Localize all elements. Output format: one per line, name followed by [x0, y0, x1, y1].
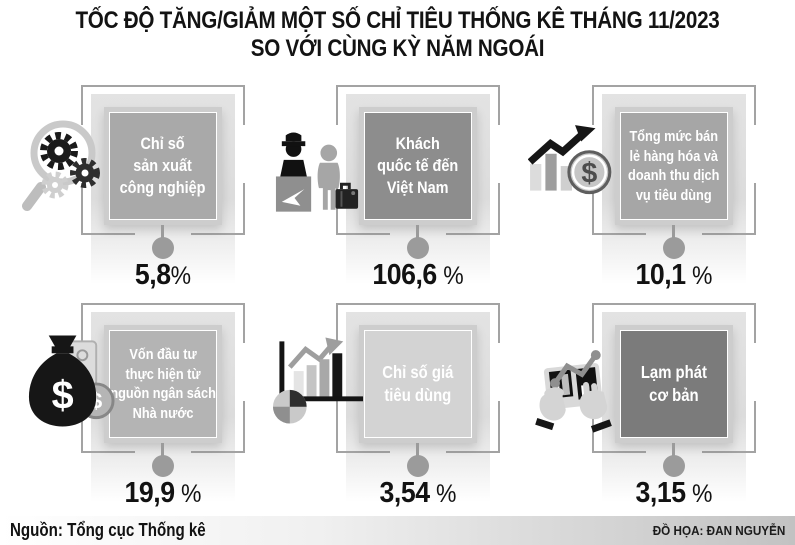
- percent-unit: %: [685, 262, 713, 290]
- connector-dot: [663, 237, 685, 259]
- magnifier-gears-icon: [21, 113, 113, 213]
- connector-stem: [161, 443, 164, 457]
- connector-stem: [416, 225, 419, 239]
- percent-unit: %: [429, 480, 457, 508]
- value-number: 19,9: [124, 477, 176, 509]
- percent-unit: %: [436, 262, 464, 290]
- connector-dot: [152, 237, 174, 259]
- tablet-chart-icon: [534, 339, 618, 441]
- card-box: Chỉ số giá tiêu dùng: [359, 325, 477, 443]
- immigration-officer-icon: [274, 127, 362, 221]
- value-number: 3,54: [379, 477, 431, 509]
- stat-card-retail-sales: Tổng mức bán lẻ hàng hóa và doanh thu dị…: [528, 85, 756, 297]
- title-line-1: TỐC ĐỘ TĂNG/GIẢM MỘT SỐ CHỈ TIÊU THỐNG K…: [75, 7, 720, 34]
- bracket-frame: [336, 303, 500, 453]
- card-value: 3,54 %: [343, 477, 494, 510]
- connector-dot: [407, 237, 429, 259]
- card-value: 10,1 %: [599, 259, 750, 292]
- card-box: Lạm phát cơ bản: [615, 325, 733, 443]
- percent-unit: %: [685, 480, 713, 508]
- footer-bar: Nguồn: Tổng cục Thống kê ĐỒ HỌA: ĐAN NGU…: [0, 516, 795, 545]
- card-label: Vốn đầu tư thực hiện từ nguồn ngân sách …: [110, 346, 216, 422]
- percent-unit: %: [174, 480, 202, 508]
- connector-dot: [152, 455, 174, 477]
- connector-dot: [407, 455, 429, 477]
- card-value: 19,9 %: [88, 477, 239, 510]
- bracket-frame: [592, 85, 756, 235]
- page-title: TỐC ĐỘ TĂNG/GIẢM MỘT SỐ CHỈ TIÊU THỐNG K…: [0, 7, 795, 63]
- card-label: Chỉ số sản xuất công nghiệp: [120, 133, 206, 198]
- card-box: Chỉ số sản xuất công nghiệp: [104, 107, 222, 225]
- connector-stem: [161, 225, 164, 239]
- card-label: Chỉ số giá tiêu dùng: [382, 362, 454, 405]
- graphics-credit: ĐỒ HỌA: ĐAN NGUYỄN: [652, 523, 785, 538]
- card-label: Khách quốc tế đến Việt Nam: [377, 133, 459, 198]
- stat-card-consumer-price-index: Chỉ số giá tiêu dùng 3,54 %: [272, 303, 500, 515]
- stat-card-international-visitors: Khách quốc tế đến Việt Nam 106,6 %: [275, 85, 500, 297]
- card-box: Khách quốc tế đến Việt Nam: [359, 107, 477, 225]
- retail-growth-icon: $: [528, 123, 618, 205]
- card-box: Vốn đầu tư thực hiện từ nguồn ngân sách …: [104, 325, 222, 443]
- stat-card-industrial-production: Chỉ số sản xuất công nghiệp 5,8%: [22, 85, 245, 297]
- value-number: 3,15: [635, 477, 687, 509]
- connector-stem: [672, 443, 675, 457]
- svg-text:$: $: [581, 157, 597, 189]
- card-box: Tổng mức bán lẻ hàng hóa và doanh thu dị…: [615, 107, 733, 225]
- card-label: Tổng mức bán lẻ hàng hóa và doanh thu dị…: [628, 128, 720, 204]
- bracket-frame: [81, 303, 245, 453]
- card-label: Lạm phát cơ bản: [640, 362, 708, 405]
- card-value: 106,6 %: [343, 259, 494, 292]
- card-value: 5,8%: [88, 259, 239, 292]
- connector-stem: [672, 225, 675, 239]
- bracket-frame: [81, 85, 245, 235]
- stat-card-core-inflation: Lạm phát cơ bản 3,15 %: [535, 303, 756, 515]
- value-number: 10,1: [635, 259, 687, 291]
- percent-unit: %: [170, 262, 192, 290]
- card-value: 3,15 %: [599, 477, 750, 510]
- cpi-chart-icon: [272, 335, 366, 427]
- connector-dot: [663, 455, 685, 477]
- value-number: 106,6: [372, 259, 437, 291]
- money-bag-icon: $ $ $: [23, 325, 117, 433]
- value-number: 5,8: [134, 259, 171, 291]
- bracket-frame: [336, 85, 500, 235]
- title-line-2: SO VỚI CÙNG KỲ NĂM NGOÁI: [250, 35, 545, 62]
- stat-card-state-budget-investment: Vốn đầu tư thực hiện từ nguồn ngân sách …: [28, 303, 245, 515]
- svg-text:$: $: [52, 374, 74, 418]
- source-credit: Nguồn: Tổng cục Thống kê: [10, 520, 206, 540]
- connector-stem: [416, 443, 419, 457]
